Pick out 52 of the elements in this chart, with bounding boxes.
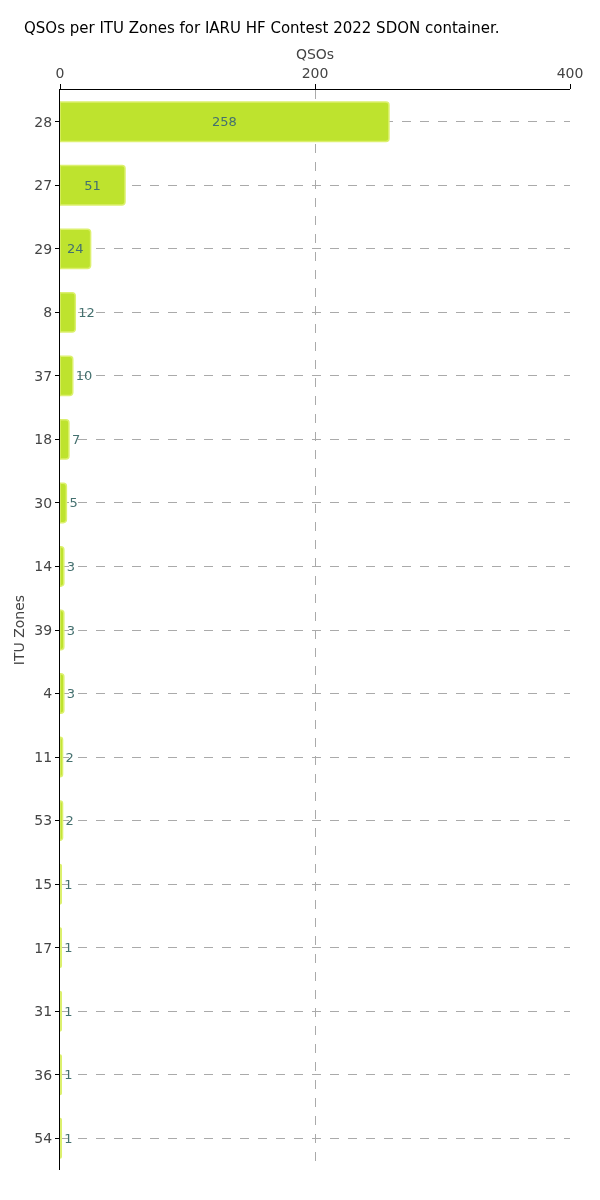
- y-tick-label: 15: [34, 876, 53, 893]
- data-label: 3: [66, 558, 76, 574]
- x-tick-label: 400: [556, 65, 584, 82]
- data-label: 1: [64, 876, 73, 892]
- y-tick-label: 36: [34, 1066, 53, 1083]
- y-tick-label: 39: [34, 621, 53, 638]
- bar: [60, 355, 74, 397]
- x-axis-title: QSOs: [295, 46, 335, 62]
- y-tick-label: 29: [34, 240, 53, 257]
- bar: [60, 609, 65, 651]
- x-tick-label: 200: [301, 65, 329, 82]
- bar: [60, 228, 92, 270]
- data-label: 2: [65, 749, 74, 765]
- chart-title: QSOs per ITU Zones for IARU HF Contest 2022 SDON container.: [24, 18, 500, 37]
- y-tick-label: 31: [34, 1003, 53, 1020]
- bar: [60, 164, 126, 206]
- bar: [60, 673, 65, 714]
- y-tick-label: 30: [34, 494, 53, 511]
- data-label: 10: [75, 368, 93, 384]
- bar: [60, 800, 64, 842]
- y-tick-label: 27: [34, 177, 53, 194]
- y-tick-label: 28: [34, 113, 53, 130]
- data-label: 1: [64, 1003, 73, 1019]
- data-label: 258: [212, 114, 237, 130]
- bar: [60, 418, 70, 460]
- data-label: 1: [64, 940, 73, 956]
- y-tick-label: 8: [43, 304, 53, 321]
- data-label: 24: [67, 241, 84, 257]
- y-tick-label: 11: [34, 748, 53, 765]
- data-label: 2: [65, 813, 74, 829]
- data-label: 1: [64, 1067, 73, 1083]
- bar: [60, 736, 64, 778]
- y-tick-label: 54: [34, 1130, 53, 1147]
- y-tick-label: 37: [34, 367, 53, 384]
- data-label: 3: [66, 686, 76, 702]
- y-tick-label: 14: [34, 558, 53, 575]
- y-axis-title: ITU Zones: [10, 594, 27, 666]
- y-tick-label: 17: [34, 939, 53, 956]
- y-tick-label: 18: [34, 431, 53, 448]
- y-tick-label: 4: [43, 685, 53, 702]
- bar: [60, 546, 65, 587]
- data-label: 3: [66, 622, 76, 638]
- bar: [60, 101, 390, 143]
- data-label: 5: [69, 495, 78, 511]
- data-label: 12: [78, 304, 95, 320]
- y-tick-label: 53: [34, 812, 53, 829]
- bar: [60, 291, 77, 333]
- data-label: 51: [84, 177, 101, 193]
- x-tick-label: 0: [55, 65, 65, 82]
- data-label: 7: [71, 431, 81, 447]
- bar: [60, 482, 68, 524]
- data-label: 1: [64, 1130, 73, 1146]
